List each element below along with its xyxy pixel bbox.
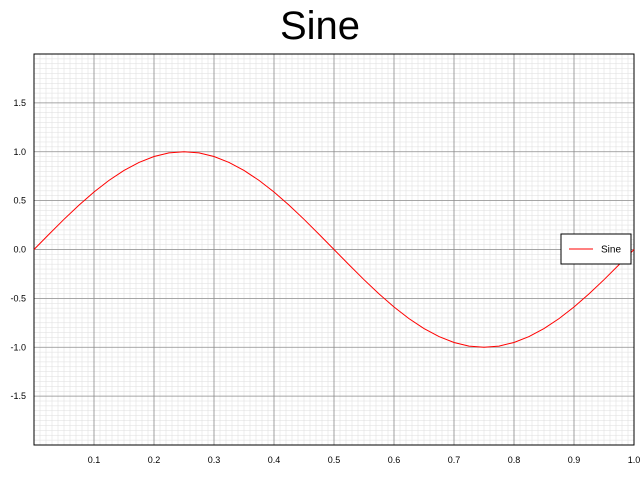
y-tick-label: 0.5 xyxy=(13,196,26,206)
series-layer xyxy=(33,151,635,348)
x-axis: 0.1 0.2 0.3 0.4 0.5 0.6 0.7 0.8 0.9 1.0 xyxy=(88,455,640,465)
x-tick-label: 0.1 xyxy=(88,455,101,465)
y-tick-label: 0.0 xyxy=(13,245,26,255)
x-tick-label: 0.3 xyxy=(208,455,221,465)
x-tick-label: 0.8 xyxy=(508,455,521,465)
x-tick-label: 0.7 xyxy=(448,455,461,465)
y-tick-label: 1.5 xyxy=(13,98,26,108)
x-tick-label: 1.0 xyxy=(628,455,640,465)
legend[interactable]: Sine xyxy=(560,233,632,265)
y-tick-label: -1.5 xyxy=(10,391,26,401)
legend-label: Sine xyxy=(601,245,621,256)
x-tick-label: 0.5 xyxy=(328,455,341,465)
x-tick-label: 0.9 xyxy=(568,455,581,465)
x-tick-label: 0.2 xyxy=(148,455,161,465)
y-tick-label: -0.5 xyxy=(10,293,26,303)
y-tick-label: -1.0 xyxy=(10,342,26,352)
y-axis: -1.5 -1.0 -0.5 0.0 0.5 1.0 1.5 xyxy=(10,98,26,401)
series-line-sine xyxy=(33,151,635,348)
x-tick-label: 0.6 xyxy=(388,455,401,465)
x-tick-label: 0.4 xyxy=(268,455,281,465)
y-tick-label: 1.0 xyxy=(13,147,26,157)
chart-title: Sine xyxy=(279,4,361,48)
